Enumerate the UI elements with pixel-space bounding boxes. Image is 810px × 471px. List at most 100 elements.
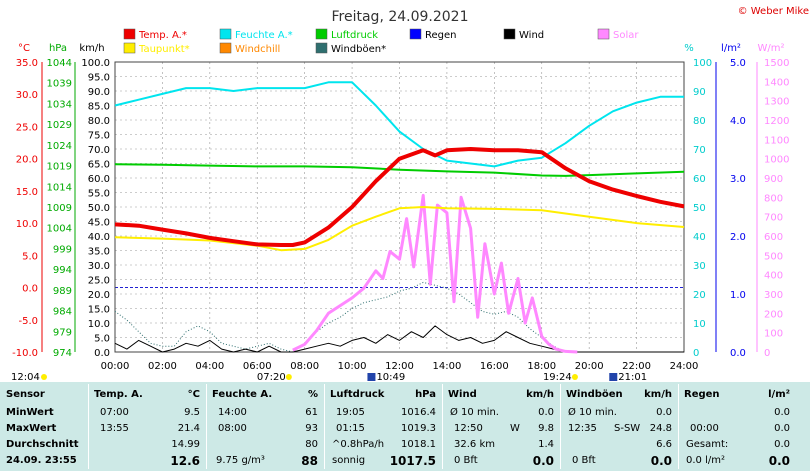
temp-tick: 10.0 — [16, 219, 38, 230]
sun-icon — [41, 374, 47, 380]
wind-tick: 80.0 — [88, 116, 110, 127]
press-tick: 1004 — [47, 224, 72, 235]
x-tick: 10:00 — [338, 361, 367, 372]
press-avg-value: 1018.1 — [401, 439, 436, 450]
gust-unit: km/h — [644, 389, 672, 400]
rain-tick: 4.0 — [730, 116, 746, 127]
hum-tick: 50 — [693, 203, 706, 214]
temp-tick: 15.0 — [16, 187, 38, 198]
press-tick: 984 — [53, 307, 72, 318]
x-tick: 16:00 — [480, 361, 509, 372]
x-tick: 06:00 — [243, 361, 272, 372]
series-line-solar — [292, 193, 578, 354]
wind-max-time: 12:50 — [454, 423, 483, 434]
plot-frame — [114, 61, 685, 353]
wind-max-direction: W — [510, 423, 520, 434]
temp-tick: 35.0 — [16, 58, 38, 69]
wind-tick: 45.0 — [88, 218, 110, 229]
wind-max-value: 9.8 — [538, 423, 554, 434]
temp-tick: 25.0 — [16, 122, 38, 133]
solar-tick: 1200 — [764, 116, 789, 127]
temp-tick: -5.0 — [18, 316, 38, 327]
chart-title: Freitag, 24.09.2021 — [332, 9, 469, 25]
legend-label: Solar — [613, 30, 639, 41]
press-tick: 1019 — [47, 162, 72, 173]
press-tick: 999 — [53, 244, 72, 255]
hum-tick: 80 — [693, 116, 706, 127]
wind-tick: 20.0 — [88, 290, 110, 301]
solar-tick: 200 — [764, 309, 783, 320]
solar-tick: 0 — [764, 348, 770, 359]
press-max-time: 01:15 — [336, 423, 365, 434]
temp-header: Temp. A. — [94, 389, 143, 400]
press-max-value: 1019.3 — [401, 423, 436, 434]
legend-label: Feuchte A.* — [235, 30, 293, 41]
legend-label: Taupunkt* — [138, 44, 190, 55]
sunset-time: 19:24 — [543, 372, 572, 381]
rain-min-value: 0.0 — [774, 407, 790, 418]
wind-tick: 85.0 — [88, 102, 110, 113]
press-tick: 1044 — [47, 58, 72, 69]
rain-column: Regen l/m² 0.0 00:00 0.0 Gesamt: 0.0 0.0 l/… — [684, 382, 792, 471]
press-min-value: 1016.4 — [401, 407, 436, 418]
hum-tick: 20 — [693, 290, 706, 301]
wind-tick: 5.0 — [94, 334, 110, 345]
wind-tick: 35.0 — [88, 247, 110, 258]
series-line-temp-a — [114, 147, 685, 247]
solar-tick: 800 — [764, 193, 783, 204]
press-min-time: 19:05 — [336, 407, 365, 418]
x-tick: 24:00 — [670, 361, 699, 372]
legend-label: Luftdruck — [331, 30, 378, 41]
x-tick: 02:00 — [148, 361, 177, 372]
wind-tick: 10.0 — [88, 319, 110, 330]
gust-bft: 0 Bft — [572, 455, 596, 466]
wind-tick: 40.0 — [88, 232, 110, 243]
legend-swatch — [597, 28, 610, 40]
press-tick: 1014 — [47, 182, 72, 193]
press-header: Luftdruck — [330, 389, 385, 400]
marker-left-time: 12:04 — [11, 372, 40, 381]
solar-tick: 300 — [764, 290, 783, 301]
x-tick: 00:00 — [101, 361, 130, 372]
press-tick: 1009 — [47, 203, 72, 214]
series-line-windb-en — [114, 281, 684, 353]
legend-swatch — [123, 42, 136, 54]
rain-current-value: 0.0 — [768, 454, 790, 468]
legend-label: Windchill — [235, 44, 280, 55]
wind-run: 32.6 km — [454, 439, 495, 450]
wind-unit-label: km/h — [79, 43, 104, 54]
wind-tick: 55.0 — [88, 189, 110, 200]
hum-max-time: 08:00 — [218, 423, 247, 434]
moonset-time: 21:01 — [618, 372, 647, 381]
solar-tick: 600 — [764, 232, 783, 243]
solar-unit-label: W/m² — [757, 43, 784, 54]
hum-tick: 100 — [693, 58, 712, 69]
hum-tick: 40 — [693, 232, 706, 243]
axis-unit-labels: °C hPa km/h% l/m² W/m² — [18, 43, 785, 54]
x-tick: 20:00 — [575, 361, 604, 372]
wind-tick: 15.0 — [88, 305, 110, 316]
minwert-label: MinWert — [6, 407, 54, 418]
solar-tick: 1400 — [764, 77, 789, 88]
gust-column: Windböen km/h Ø 10 min. 0.0 12:35 S-SW 24.8 … — [566, 382, 676, 471]
temp-column: Temp. A. °C 07:00 9.5 13:55 21.4 14.99 12.6 — [94, 382, 204, 471]
hum-tick: 30 — [693, 261, 706, 272]
hum-unit-label: % — [684, 43, 694, 54]
hum-tick: 70 — [693, 145, 706, 156]
hum-avg-value: 80 — [305, 439, 318, 450]
series-line-feuchte-a — [114, 81, 684, 168]
x-tick: 08:00 — [290, 361, 319, 372]
wind-tick: 100.0 — [81, 58, 110, 69]
solar-tick: 1100 — [764, 135, 789, 146]
rain-header: Regen — [684, 389, 720, 400]
rain-total-value: 0.0 — [774, 439, 790, 450]
hum-tick: 60 — [693, 174, 706, 185]
wind-unit: km/h — [526, 389, 554, 400]
legend-swatch — [219, 28, 232, 40]
gust-current-value: 0.0 — [650, 454, 672, 468]
wind-column: Wind km/h Ø 10 min. 0.0 12:50 W 9.8 32.6 km 1… — [448, 382, 558, 471]
rain-max-time: 00:00 — [690, 423, 719, 434]
rain-total-label: Gesamt: — [686, 439, 729, 450]
press-tick: 979 — [53, 327, 72, 338]
moonrise-time: 10:49 — [376, 372, 405, 381]
